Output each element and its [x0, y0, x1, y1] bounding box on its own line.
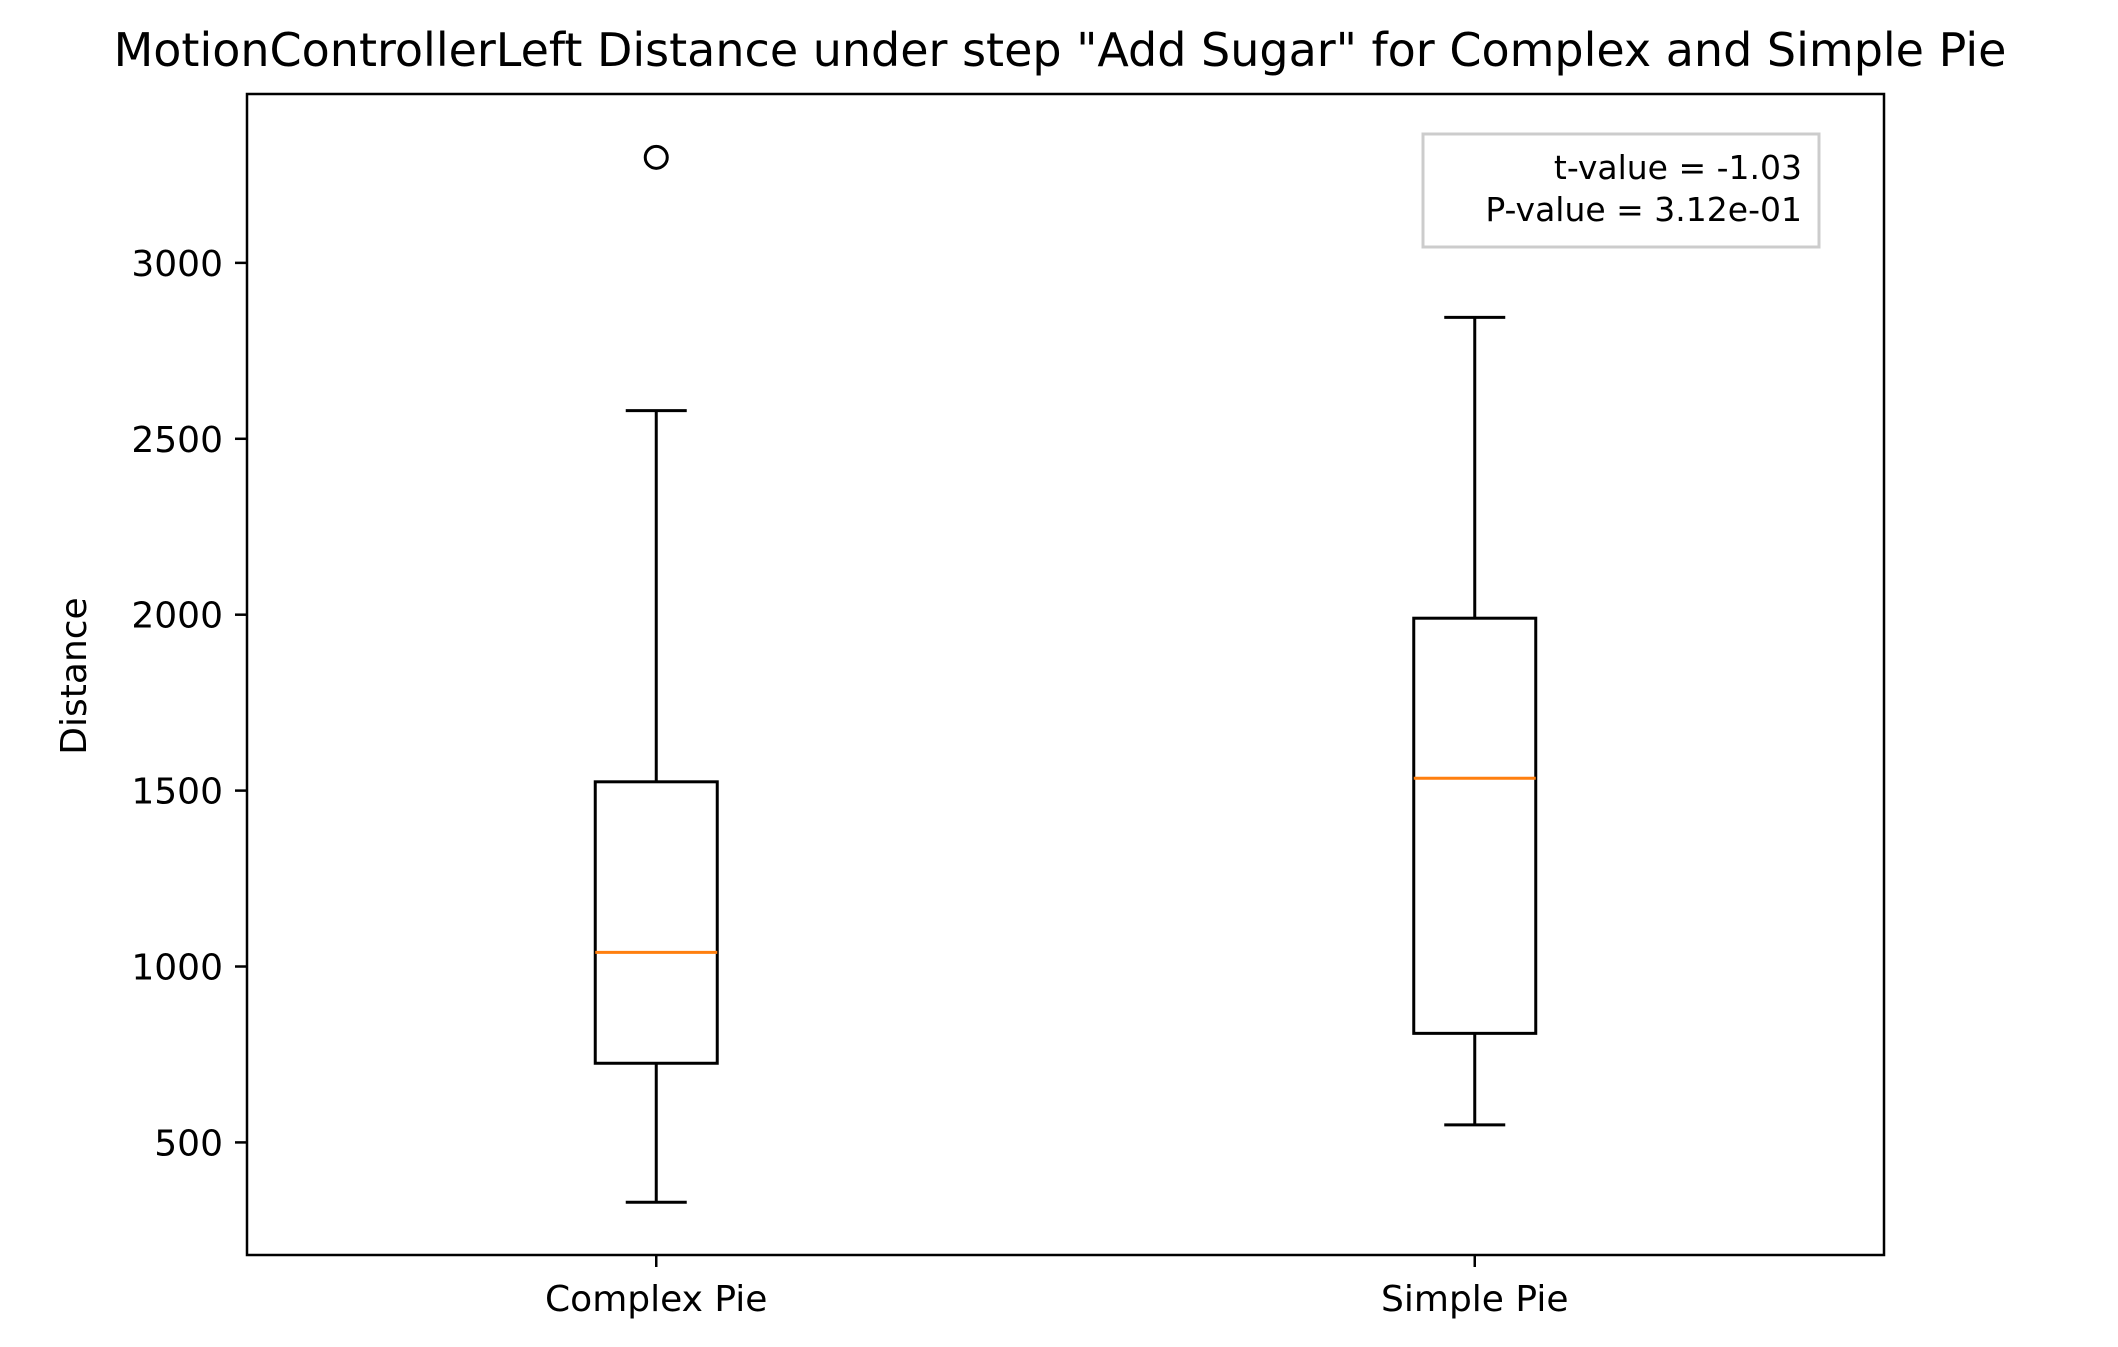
plot-area-frame	[245, 92, 1886, 1257]
chart-title: MotionControllerLeft Distance under step…	[114, 23, 2007, 77]
t-value-text: t-value = -1.03	[1554, 148, 1802, 187]
iqr-box	[593, 780, 719, 1065]
outlier-point	[643, 144, 669, 170]
p-value-text: P-value = 3.12e-01	[1485, 190, 1802, 229]
box-group	[1412, 315, 1538, 1127]
x-axis-ticks: Complex Pie Simple Pie	[545, 1255, 1568, 1320]
y-axis-label: Distance	[54, 597, 95, 754]
y-axis-ticks: 500 1000 1500 2000 2500 3000	[131, 244, 247, 1164]
y-tick-label: 500	[154, 1123, 223, 1164]
stats-annotation-box	[1421, 132, 1821, 249]
y-tick-label: 2000	[131, 596, 223, 637]
x-tick-label: Simple Pie	[1381, 1279, 1568, 1320]
y-tick-label: 1000	[131, 948, 223, 989]
y-tick-label: 3000	[131, 244, 223, 285]
y-tick-label: 1500	[131, 772, 223, 813]
stats-annotation: t-value = -1.03 P-value = 3.12e-01	[1421, 132, 1821, 249]
box-group	[593, 144, 719, 1204]
iqr-box	[1412, 616, 1538, 1035]
y-tick-label: 2500	[131, 420, 223, 461]
x-tick-label: Complex Pie	[545, 1279, 767, 1320]
box-series	[593, 144, 1538, 1204]
